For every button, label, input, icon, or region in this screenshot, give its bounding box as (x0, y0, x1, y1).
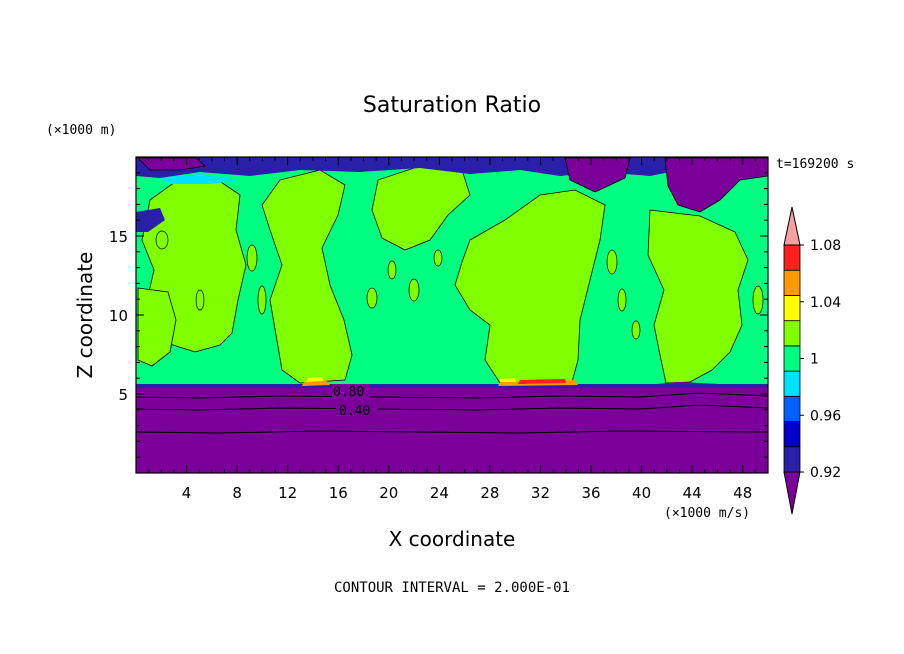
contour-field (136, 157, 768, 473)
y-axis: 5 10 15 (109, 156, 768, 474)
colorbar-swatch (783, 395, 801, 422)
colorbar-label: 1 (810, 352, 819, 368)
colorbar-label: 1.08 (810, 238, 841, 254)
colorbar-swatch (783, 421, 801, 448)
chart-title: Saturation Ratio (363, 93, 541, 118)
warm-spots (302, 377, 578, 386)
contour-lines (136, 392, 768, 434)
x-axis-title: X coordinate (389, 527, 516, 551)
x-tick-label: 8 (232, 484, 242, 502)
x-tick-label: 36 (581, 484, 600, 502)
region-upper-purple-3 (664, 157, 768, 213)
x-tick-label: 4 (182, 484, 192, 502)
region-upper-purple-2 (564, 157, 631, 193)
colorbar-label: 1.04 (810, 295, 841, 311)
x-tick-label: 16 (329, 484, 348, 502)
colorbar-swatch (783, 320, 801, 347)
colorbar: 1.08 1.04 1 0.96 0.92 (783, 206, 841, 515)
contour-label-0-40: 0.40 (339, 404, 370, 419)
x-tick-label: 40 (632, 484, 651, 502)
region-interface-blue (136, 384, 768, 388)
region-left-blue (136, 208, 165, 232)
region-column-5 (647, 209, 749, 384)
y-tick-label: 15 (109, 228, 128, 246)
colorbar-swatch (783, 446, 801, 473)
y-axis-title: Z coordinate (73, 252, 97, 379)
contour-label-0-80: 0.80 (333, 385, 364, 400)
x-axis: 4 8 12 16 20 24 28 32 36 40 44 48 (135, 157, 769, 502)
y-tick-label: 10 (109, 307, 128, 325)
x-tick-label: 28 (480, 484, 499, 502)
colorbar-swatch (783, 244, 801, 271)
colorbar-swatch (783, 370, 801, 397)
y-tick-label: 5 (118, 386, 128, 404)
colorbar-label: 0.92 (810, 465, 841, 481)
x-tick-label: 32 (531, 484, 550, 502)
x-tick-label: 44 (683, 484, 702, 502)
x-tick-label: 12 (278, 484, 297, 502)
time-label: t=169200 s (776, 157, 854, 172)
colorbar-low-arrow (783, 471, 801, 515)
small-contour-cells (155, 230, 764, 340)
contour-interval-footer: CONTOUR INTERVAL = 2.000E-01 (334, 580, 570, 596)
colorbar-label: 0.96 (810, 408, 841, 424)
x-tick-label: 20 (379, 484, 398, 502)
region-lower-dry-layer (136, 382, 768, 473)
colorbar-swatch (783, 295, 801, 322)
region-column-4 (454, 189, 606, 384)
region-column-2 (261, 169, 353, 384)
x-unit-label: (×1000 m/s) (664, 506, 750, 521)
x-tick-label: 48 (733, 484, 752, 502)
y-unit-label: (×1000 m) (46, 123, 116, 138)
region-column-6 (137, 287, 177, 367)
contour-label-group: 0.80 0.40 (332, 384, 378, 419)
x-tick-label: 24 (430, 484, 449, 502)
region-upper-cyan (160, 174, 240, 184)
colorbar-high-arrow (783, 206, 801, 246)
colorbar-swatch (783, 345, 801, 372)
colorbar-swatch (783, 269, 801, 296)
